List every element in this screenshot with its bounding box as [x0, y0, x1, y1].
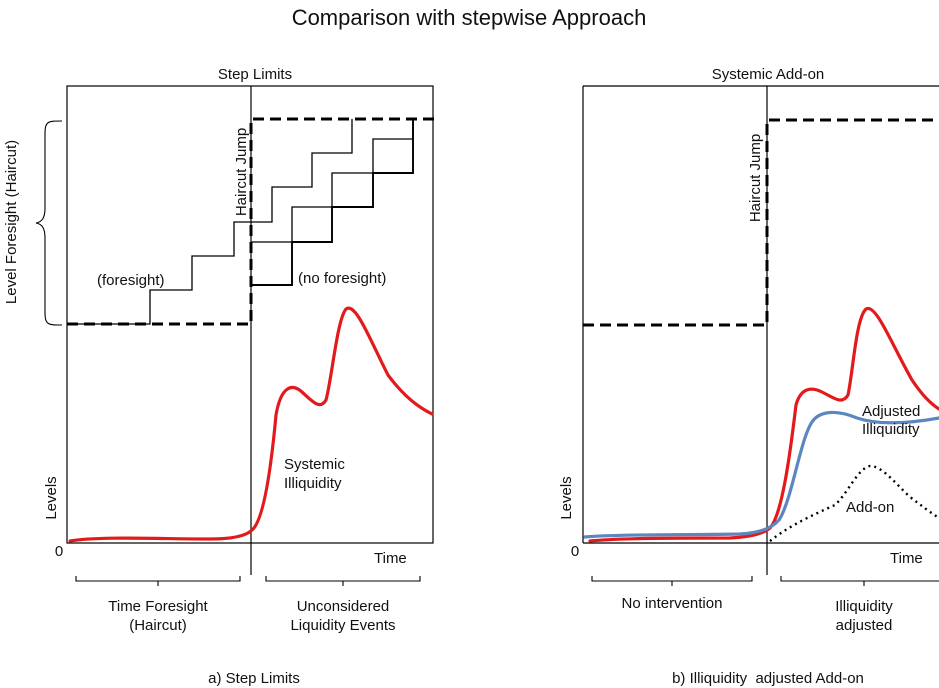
illiquidity-adjusted-line-1: Illiquidity	[835, 598, 893, 615]
adjusted-illiquidity-line-1: Adjusted	[862, 403, 920, 420]
illiquidity-adjusted-label: Illiquidity adjusted	[835, 598, 893, 634]
no-intervention-brace	[591, 576, 753, 586]
panel-b-systemic-illiquidity-curve	[588, 306, 939, 543]
systemic-illiquidity-line-2: Illiquidity	[284, 475, 342, 492]
adjusted-illiquidity-line-2: Illiquidity	[862, 421, 920, 438]
level-foresight-label: Level Foresight (Haircut)	[3, 140, 20, 304]
no-foresight-label: (no foresight)	[298, 270, 386, 287]
panel-b-haircut-jump-label: Haircut Jump	[747, 134, 764, 222]
no-intervention-label: No intervention	[622, 595, 723, 612]
panel-a-haircut-limit	[67, 117, 437, 326]
time-foresight-label: Time Foresight (Haircut)	[108, 598, 208, 634]
step-ladder-upper	[251, 119, 353, 223]
panel-a-systemic-illiquidity-curve	[68, 306, 434, 543]
add-on-label: Add-on	[846, 499, 894, 516]
foresight-label: (foresight)	[97, 272, 165, 289]
illiquidity-adjusted-brace	[780, 576, 939, 586]
panel-b-haircut-limit	[583, 118, 939, 327]
illiquidity-adjusted-line-2: adjusted	[836, 617, 893, 634]
time-foresight-brace	[75, 576, 241, 586]
panel-a-title: Step Limits	[218, 66, 292, 83]
panel-b-caption: b) Illiquidity adjusted Add-on	[672, 670, 864, 687]
unconsidered-events-label: Unconsidered Liquidity Events	[290, 598, 395, 634]
level-foresight-brace	[35, 120, 63, 326]
panel-b-origin: 0	[571, 543, 579, 560]
foresight-steps	[67, 221, 251, 325]
panel-step-limits: Step Limits (foresight) (no foresight) H…	[3, 66, 437, 687]
panel-a-x-axis-label: Time	[374, 550, 407, 567]
add-on-curve	[769, 464, 939, 542]
panel-systemic-add-on: Systemic Add-on Haircut Jump Adjusted Ill…	[558, 66, 939, 687]
step-ladder-middle	[251, 119, 414, 243]
unconsidered-events-line-2: Liquidity Events	[290, 617, 395, 634]
time-foresight-line-2: (Haircut)	[129, 617, 187, 634]
unconsidered-events-line-1: Unconsidered	[297, 598, 390, 615]
panel-b-y-axis-label: Levels	[558, 476, 575, 519]
no-foresight-steps	[251, 119, 414, 286]
panel-b-x-axis-label: Time	[890, 550, 923, 567]
adjusted-illiquidity-curve	[583, 410, 939, 539]
adjusted-illiquidity-label: Adjusted Illiquidity	[862, 403, 920, 438]
systemic-illiquidity-line-1: Systemic	[284, 456, 345, 473]
unconsidered-events-brace	[265, 576, 421, 586]
figure-title: Comparison with stepwise Approach	[292, 5, 647, 30]
panel-b-title: Systemic Add-on	[712, 66, 825, 83]
systemic-illiquidity-label: Systemic Illiquidity	[284, 456, 345, 492]
panel-a-origin: 0	[55, 543, 63, 560]
panel-a-y-axis-label: Levels	[43, 476, 60, 519]
panel-a-frame	[66, 85, 434, 544]
panel-a-caption: a) Step Limits	[208, 670, 300, 687]
time-foresight-line-1: Time Foresight	[108, 598, 208, 615]
panel-a-haircut-jump-label: Haircut Jump	[233, 128, 250, 216]
